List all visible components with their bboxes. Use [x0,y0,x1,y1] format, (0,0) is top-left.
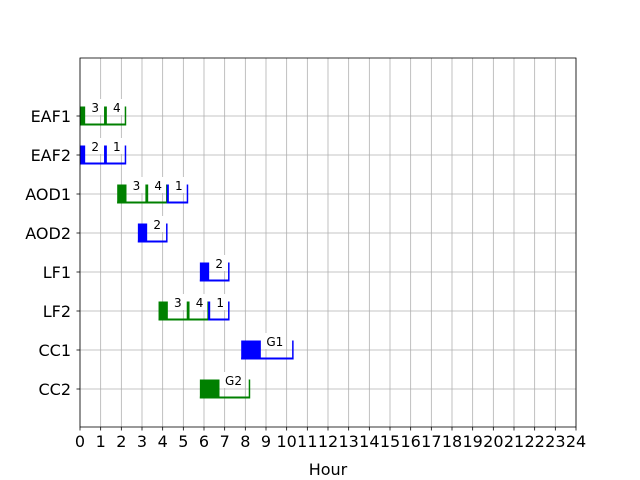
task-process-line [137,240,167,243]
x-tick-label: 16 [400,432,420,451]
x-tick-label: 22 [524,432,544,451]
x-tick-label: 19 [462,432,482,451]
task-label-background [88,138,103,154]
task-setup-block [187,301,190,321]
x-tick-label: 1 [96,432,106,451]
x-tick-label: 9 [261,432,271,451]
task-setup-block [199,379,220,399]
task-label-background [109,99,124,115]
task-process-line [104,123,126,126]
task-label: 4 [154,179,162,193]
x-tick-label: 18 [442,432,462,451]
x-tick-label: 13 [338,432,358,451]
task-setup-block [158,301,168,321]
task-label-background [129,177,144,193]
task-label-background [88,99,103,115]
task-label-background [170,294,185,310]
y-tick-label: CC1 [38,341,71,360]
x-tick-label: 2 [116,432,126,451]
task-setup-block [80,145,86,165]
task-setup-block [80,106,86,126]
task-process-line [104,162,126,165]
x-tick-label: 0 [75,432,85,451]
task-process-line [158,318,188,321]
task-label-background [212,255,227,271]
x-tick-label: 5 [178,432,188,451]
task-label-background [213,294,228,310]
y-tick-label: LF1 [43,263,71,282]
task-process-line [166,201,188,204]
task-label: 3 [91,101,99,115]
task-process-line [199,396,250,399]
task-setup-block [104,145,107,165]
x-tick-label: 11 [297,432,317,451]
x-tick-label: 17 [421,432,441,451]
task-label: 3 [174,296,182,310]
y-tick-label: EAF2 [31,146,71,165]
y-tick-label: AOD2 [25,224,71,243]
x-tick-label: 10 [276,432,296,451]
task-label-background [109,138,124,154]
task-setup-block [166,184,169,204]
task-label-background [192,294,207,310]
x-tick-label: 24 [566,432,586,451]
x-tick-label: 23 [545,432,565,451]
x-tick-label: 6 [199,432,209,451]
task-process-line [80,162,105,165]
y-tick-label: CC2 [38,380,71,399]
task-setup-block [137,223,148,243]
y-tick-label: LF2 [43,302,71,321]
x-tick-label: 7 [220,432,230,451]
task-process-line [117,201,147,204]
axis-ticks: 0 1 2 3 4 5 6 7 8 9 10 11 12 13 14 15 16 17 18 19 20 21 22 23 24… [25,107,586,451]
task-process-line [241,357,293,360]
task-setup-block [241,340,261,360]
x-tick-label: 21 [504,432,524,451]
task-label: 1 [113,140,121,154]
task-label: G1 [266,335,283,349]
task-label-background [222,372,245,388]
task-label: 2 [215,257,223,271]
task-setup-block [117,184,127,204]
x-tick-label: 4 [158,432,168,451]
task-label: 2 [153,218,161,232]
task-label-background [151,177,166,193]
task-setup-block [104,106,107,126]
task-label: 1 [216,296,224,310]
x-tick-label: 15 [380,432,400,451]
task-setup-block [146,184,149,204]
task-label-background [171,177,186,193]
x-tick-label: 3 [137,432,147,451]
task-label-background [263,333,286,349]
x-tick-label: 20 [483,432,503,451]
x-tick-label: 8 [240,432,250,451]
x-axis-label: Hour [309,460,348,479]
task-label: 2 [91,140,99,154]
x-tick-label: 14 [359,432,379,451]
task-setup-block [199,262,210,282]
x-tick-label: 12 [318,432,338,451]
task-label: 3 [133,179,141,193]
task-label-background [150,216,165,232]
task-label: G2 [225,374,242,388]
task-process-line [208,318,229,321]
task-process-line [187,318,209,321]
task-label: 1 [175,179,183,193]
y-tick-label: EAF1 [31,107,71,126]
task-setup-block [208,301,211,321]
task-label: 4 [113,101,121,115]
task-process-line [199,279,229,282]
task-process-line [146,201,167,204]
task-label: 4 [196,296,204,310]
y-tick-label: AOD1 [25,185,71,204]
task-process-line [80,123,105,126]
